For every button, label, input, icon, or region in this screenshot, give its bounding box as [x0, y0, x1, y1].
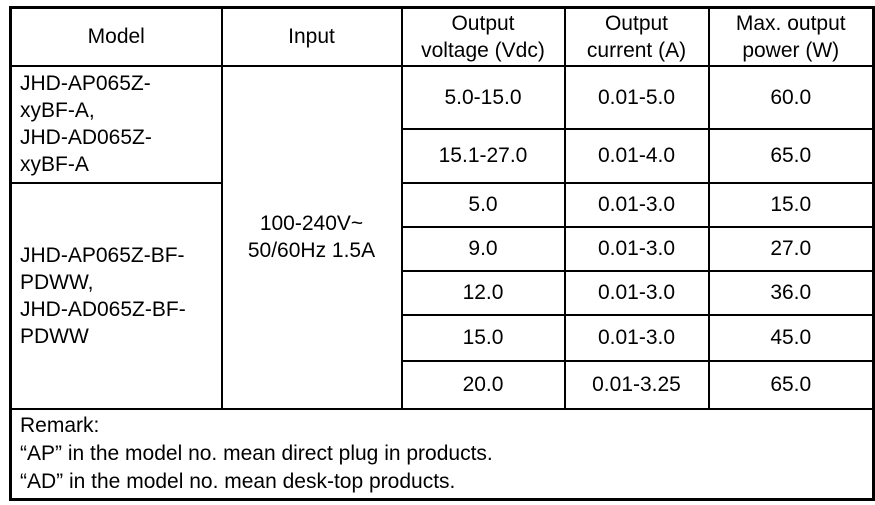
voltage-cell: 5.0 — [400, 181, 566, 228]
power-cell: 15.0 — [707, 181, 875, 228]
model-group-1-cell: JHD-AP065Z- xyBF-A, JHD-AD065Z- xyBF-A — [9, 64, 223, 184]
voltage-cell: 15.0 — [400, 313, 566, 362]
table-row: 15.1-27.0 0.01-4.0 65.0 — [11, 127, 875, 184]
voltage-cell: 5.0-15.0 — [400, 64, 566, 130]
voltage-cell: 12.0 — [400, 269, 566, 316]
header-output-current: Output current (A) — [563, 6, 710, 67]
current-cell: 0.01-3.0 — [563, 225, 710, 272]
input-value-cell: 100-240V~ 50/60Hz 1.5A — [220, 64, 403, 410]
power-cell: 36.0 — [707, 269, 875, 316]
table-row: 15.0 0.01-3.0 45.0 — [11, 313, 875, 362]
remark-cell: Remark: “AP” in the model no. mean direc… — [9, 407, 875, 500]
table-row: JHD-AP065Z- xyBF-A, JHD-AD065Z- xyBF-A 1… — [9, 64, 875, 410]
header-output-voltage: Output voltage (Vdc) — [400, 6, 566, 67]
remark-line-ad: “AD” in the model no. mean desk-top prod… — [20, 469, 456, 493]
header-max-output-power: Max. output power (W) — [707, 6, 875, 67]
table-row: 9.0 0.01-3.0 27.0 — [11, 225, 875, 272]
power-cell: 27.0 — [707, 225, 875, 272]
current-cell: 0.01-3.0 — [563, 181, 710, 228]
table-row: 20.0 0.01-3.25 65.0 — [11, 359, 875, 410]
power-spec-table: Model Input Output voltage (Vdc) Output … — [9, 6, 875, 501]
table-row: JHD-AP065Z-BF- PDWW, JHD-AD065Z-BF- PDWW… — [9, 181, 875, 410]
remark-title: Remark: — [20, 413, 100, 437]
current-cell: 0.01-3.0 — [563, 313, 710, 362]
header-input: Input — [220, 6, 403, 67]
current-cell: 0.01-3.25 — [563, 359, 710, 410]
power-cell: 65.0 — [707, 127, 875, 184]
voltage-cell: 9.0 — [400, 225, 566, 272]
power-cell: 60.0 — [707, 64, 875, 130]
current-cell: 0.01-4.0 — [563, 127, 710, 184]
voltage-cell: 15.1-27.0 — [400, 127, 566, 184]
current-cell: 0.01-3.0 — [563, 269, 710, 316]
table-row: 12.0 0.01-3.0 36.0 — [11, 269, 875, 316]
table-header-row: Model Input Output voltage (Vdc) Output … — [9, 6, 875, 67]
remark-line-ap: “AP” in the model no. mean direct plug i… — [20, 441, 493, 465]
power-cell: 65.0 — [707, 359, 875, 410]
power-cell: 45.0 — [707, 313, 875, 362]
voltage-cell: 20.0 — [400, 359, 566, 410]
remark-row: Remark: “AP” in the model no. mean direc… — [9, 407, 875, 500]
model-group-2-cell: JHD-AP065Z-BF- PDWW, JHD-AD065Z-BF- PDWW — [9, 181, 223, 410]
current-cell: 0.01-5.0 — [563, 64, 710, 130]
header-model: Model — [9, 6, 223, 67]
